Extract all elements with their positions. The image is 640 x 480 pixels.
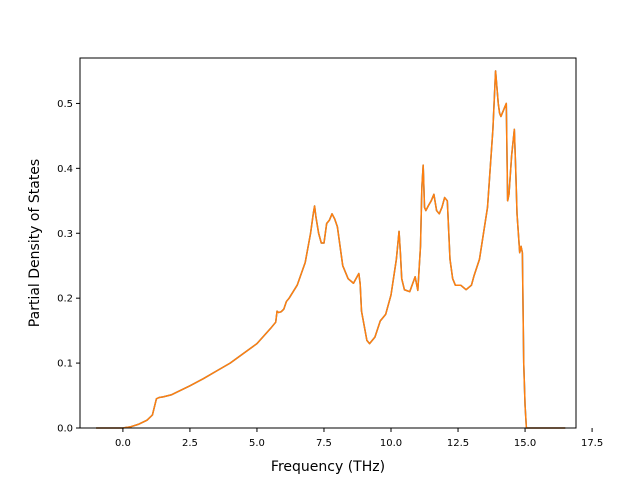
y-tick-label: 0.4 — [57, 164, 73, 175]
pdos-series-line-2 — [96, 70, 566, 429]
x-tick-label: 17.5 — [581, 438, 603, 449]
plot-frame — [79, 57, 577, 429]
series-layer — [96, 70, 566, 429]
x-tick-label: 7.5 — [316, 438, 332, 449]
y-tick-label: 0.0 — [57, 424, 73, 435]
x-axis-title: Frequency (THz) — [271, 459, 385, 475]
x-axis-ticks: 0.0 2.5 5.0 7.5 10.0 12.5 15.0 17.5 — [115, 428, 603, 449]
y-axis-ticks: 0.0 0.1 0.2 0.3 0.4 0.5 — [57, 99, 80, 435]
y-tick-label: 0.5 — [57, 99, 73, 110]
x-tick-label: 12.5 — [447, 438, 469, 449]
x-tick-label: 10.0 — [380, 438, 402, 449]
x-tick-label: 2.5 — [182, 438, 198, 449]
y-tick-label: 0.1 — [57, 359, 73, 370]
y-tick-label: 0.3 — [57, 229, 73, 240]
y-axis-title: Partial Density of States — [27, 159, 43, 327]
y-tick-label: 0.2 — [57, 294, 73, 305]
x-tick-label: 0.0 — [115, 438, 131, 449]
x-tick-label: 15.0 — [514, 438, 536, 449]
x-tick-label: 5.0 — [249, 438, 265, 449]
